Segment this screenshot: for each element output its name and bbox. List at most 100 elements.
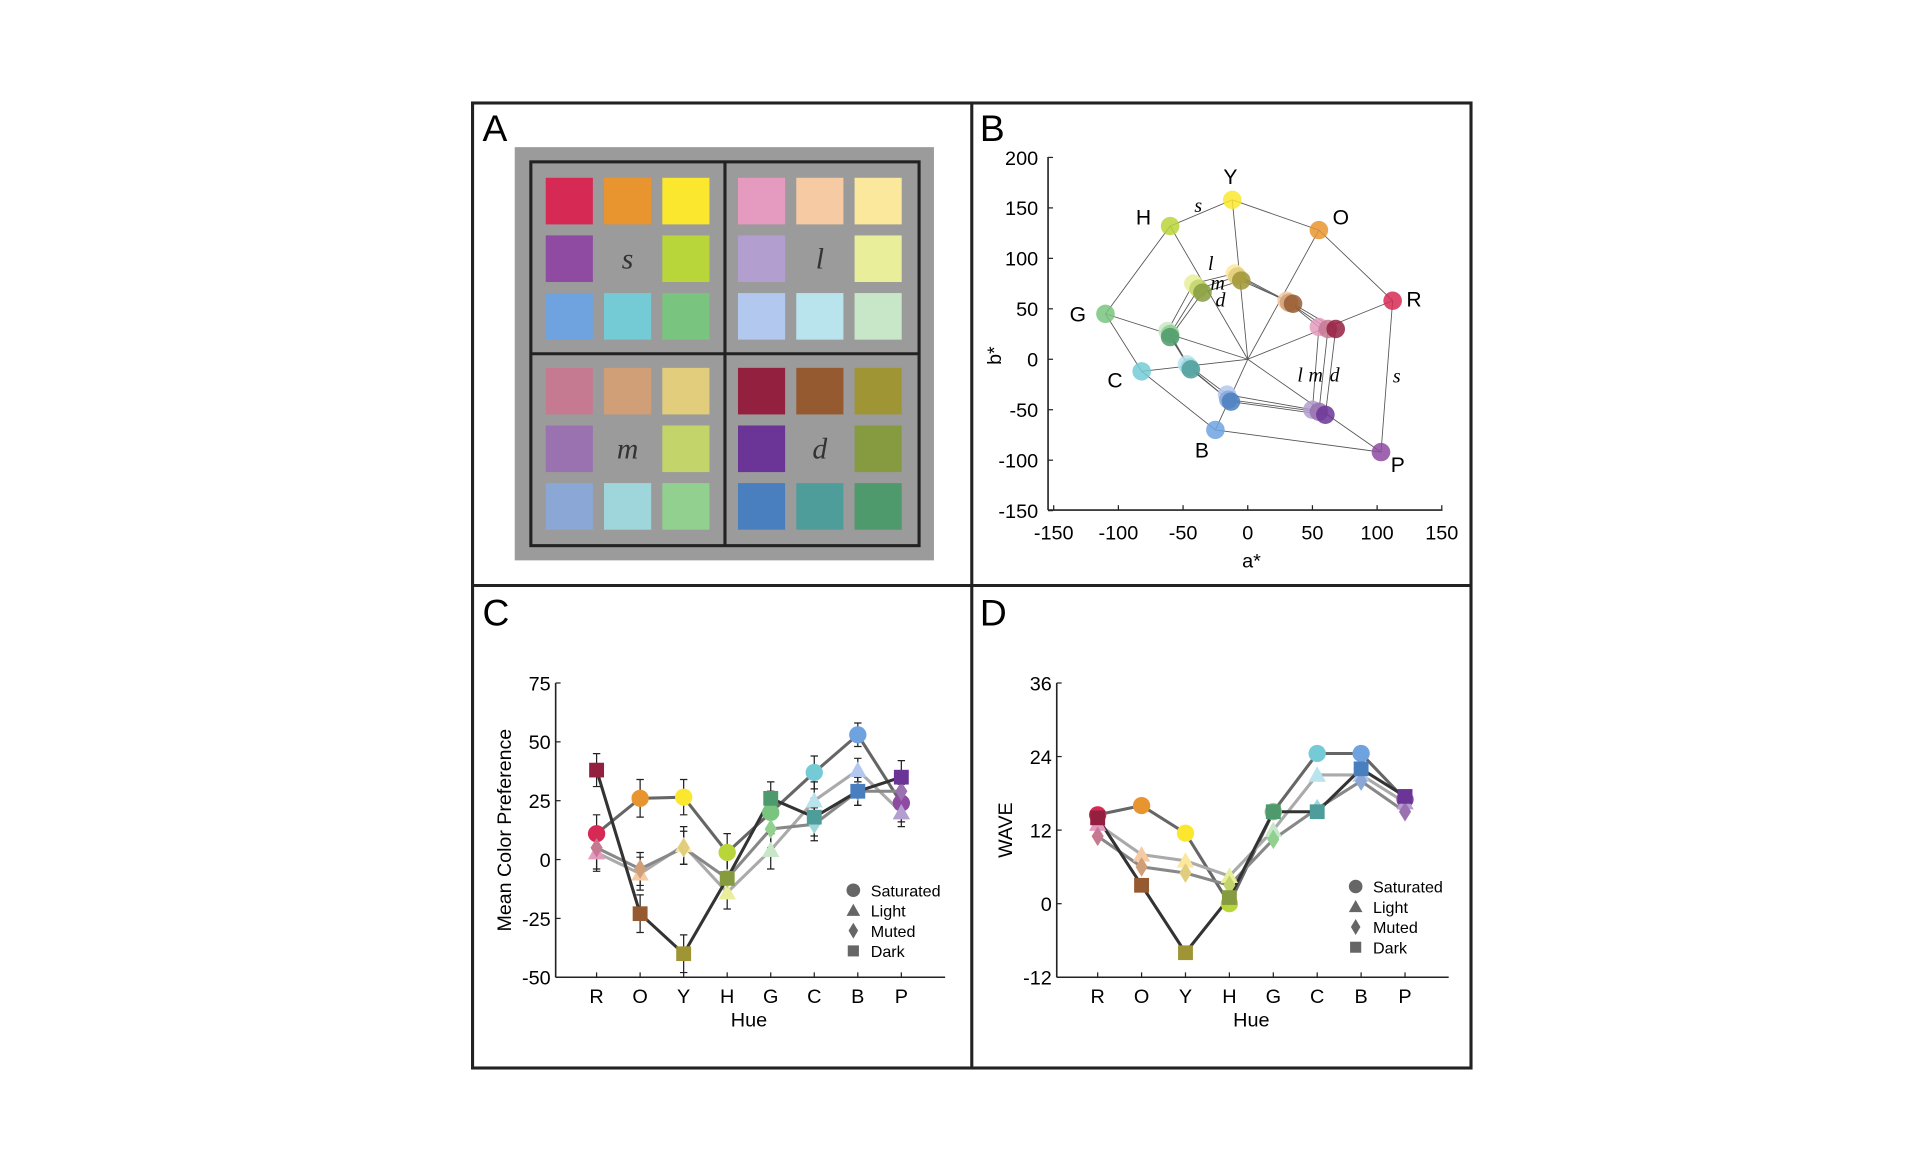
set-label-s: s [1194,195,1202,217]
lab-point-s-B [1206,420,1225,440]
data-point-dark-C [806,809,822,825]
swatch-d-Y [854,367,902,415]
swatch-l-R [737,177,786,225]
y-tick-label: 25 [529,791,551,813]
data-point-dark-O [632,906,648,922]
swatch-d-O [796,367,844,415]
y-tick-label: 50 [529,732,551,754]
data-point-saturated-R [587,825,606,843]
y-tick-label: 50 [1016,299,1038,321]
y-tick-label: 24 [1030,747,1052,769]
y-axis-label: Mean Color Preference [494,729,516,932]
legend-marker-dark [1350,941,1362,953]
x-tick-label: C [807,986,821,1008]
lab-point-d-G [1160,327,1180,347]
x-tick-label: Y [677,986,690,1008]
swatch-m-P [545,425,593,473]
data-point-muted-Y [677,837,690,858]
quadrant-label-d: d [812,434,827,466]
hue-ring-s [1104,199,1394,453]
swatch-l-G [854,293,902,340]
legend-label-light: Light [1373,899,1408,917]
swatch-l-B [737,293,786,340]
x-tick-label: G [1266,986,1281,1008]
y-tick-label: 0 [1041,894,1052,916]
set-label-s: s [1393,366,1401,388]
hue-label-B: B [1195,439,1209,462]
swatch-s-C [604,293,652,340]
data-point-dark-H [719,871,735,886]
swatch-s-R [545,177,593,225]
data-point-light-O [1132,846,1151,862]
x-tick-label: B [851,986,864,1008]
swatch-l-H [854,235,902,283]
swatch-d-B [737,483,786,530]
data-point-muted-O [634,859,647,879]
data-point-saturated-P [892,794,911,812]
data-point-saturated-C [1308,744,1326,763]
y-tick-label: 200 [1005,148,1038,170]
legend-label-saturated: Saturated [871,882,941,900]
data-point-light-C [805,792,823,808]
data-point-dark-C [1309,804,1325,820]
y-axis-label: WAVE [995,802,1017,858]
swatch-m-B [545,483,593,530]
lab-point-s-H [1160,216,1180,236]
data-point-muted-O [1135,857,1148,877]
x-tick-label: 0 [1242,523,1253,545]
hue-ring-l [1167,273,1320,411]
data-point-saturated-O [631,789,649,807]
data-point-saturated-B [1352,744,1370,763]
set-label-d: d [1330,364,1340,386]
lab-point-d-O [1283,294,1303,313]
swatch-d-H [854,425,902,473]
data-point-saturated-G [762,803,780,822]
x-axis-label: a* [1242,551,1261,573]
set-label-m: m [1309,364,1323,386]
panel-frames [471,101,1473,1070]
y-tick-label: 36 [1030,673,1052,695]
data-point-dark-P [893,769,909,785]
x-axis-label: Hue [731,1009,767,1031]
x-tick-label: P [1398,986,1411,1008]
x-tick-label: 50 [1301,523,1323,545]
set-label-d: d [1216,290,1226,312]
swatch-m-O [604,367,652,415]
quadrant-label-s: s [622,244,634,276]
data-point-saturated-C [805,763,823,782]
lab-point-s-O [1309,220,1329,240]
y-tick-label: 75 [529,673,551,695]
x-tick-label: O [1134,986,1149,1008]
lab-point-s-R [1383,291,1402,310]
data-point-muted-R [1091,826,1104,847]
swatch-m-G [662,483,710,530]
data-point-muted-P [895,781,908,802]
x-tick-label: -50 [1169,523,1198,545]
quadrant-label-m: m [617,434,638,466]
data-point-dark-G [1265,804,1281,820]
data-point-saturated-B [849,726,867,744]
lab-point-s-P [1371,442,1391,462]
swatch-grid: s l m d [514,147,934,561]
hue-label-C: C [1107,370,1122,393]
swatch-s-G [662,293,710,340]
lab-point-d-C [1181,360,1201,379]
swatch-l-P [737,235,786,283]
y-tick-label: 100 [1005,249,1038,271]
swatch-s-P [545,235,593,283]
x-tick-label: C [1310,986,1324,1008]
panel-label-b: B [980,108,1005,149]
lab-chart: 200 150 100 50 0 -50 -100 -150-150 -100 -50 0 50 100… [984,148,1459,573]
data-point-muted-P [1398,801,1412,822]
y-tick-label: -12 [1023,968,1052,990]
data-point-light-P [892,803,911,820]
data-point-dark-Y [1178,945,1193,961]
legend-marker-light [846,903,861,916]
swatch-d-R [737,367,786,415]
swatch-m-H [662,425,710,473]
x-tick-label: 100 [1361,523,1394,545]
data-point-dark-B [1353,761,1369,777]
legend-label-dark: Dark [1373,939,1408,957]
hue-label-H: H [1136,206,1151,229]
x-tick-label: B [1355,986,1368,1008]
